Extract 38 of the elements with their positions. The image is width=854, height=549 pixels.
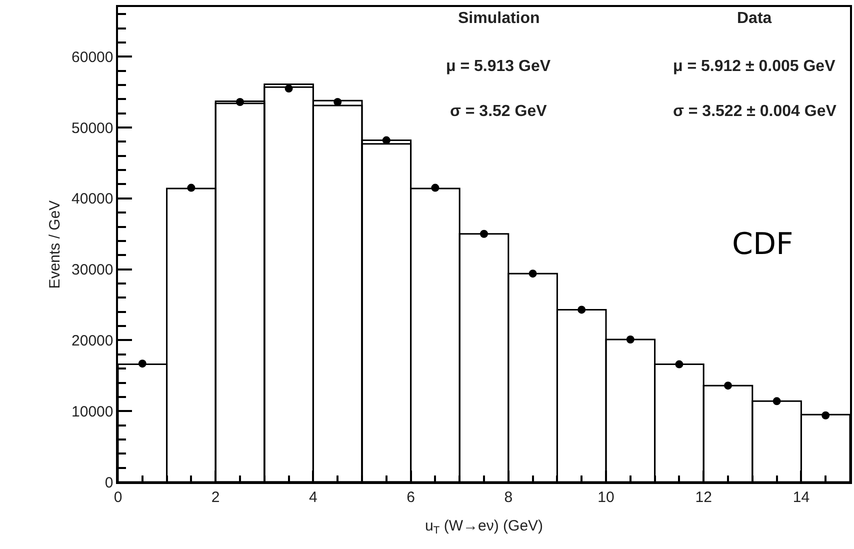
annotation: σ = 3.522 ± 0.004 GeV xyxy=(673,103,837,120)
x-tick-label: 10 xyxy=(598,488,614,506)
point xyxy=(626,336,634,344)
y-tick-label: 50000 xyxy=(72,120,114,137)
point xyxy=(578,306,586,314)
y-tick-label: 20000 xyxy=(72,332,114,350)
annotation: σ = 3.52 GeV xyxy=(450,103,548,120)
x-tick-label: 6 xyxy=(406,488,415,506)
x-tick-label: 4 xyxy=(309,488,318,506)
annotation: μ = 5.912 ± 0.005 GeV xyxy=(673,58,836,75)
y-tick-label: 10000 xyxy=(72,403,114,420)
point xyxy=(675,360,684,368)
point xyxy=(724,382,732,390)
annotation: Simulation xyxy=(458,10,540,27)
point xyxy=(187,184,196,192)
point xyxy=(236,98,244,106)
y-tick-label: 30000 xyxy=(72,262,114,279)
point xyxy=(138,360,146,368)
x-tick-label: 14 xyxy=(792,488,810,506)
x-axis-title: u$_{T}$ (W→eν) (GeV) xyxy=(424,517,544,536)
x-tick-label: 8 xyxy=(504,488,513,506)
point xyxy=(528,270,537,278)
point xyxy=(822,411,830,420)
point xyxy=(431,184,440,192)
point xyxy=(284,84,293,93)
annotation: μ = 5.913 GeV xyxy=(446,58,551,75)
y-tick-label: 60000 xyxy=(72,48,114,66)
point xyxy=(382,136,390,144)
y-tick-label: 40000 xyxy=(72,190,114,208)
point xyxy=(334,98,342,106)
annotation: CDF xyxy=(732,227,794,262)
point xyxy=(480,230,488,238)
x-tick-label: 12 xyxy=(695,488,712,506)
y-tick-label: 0 xyxy=(104,474,114,492)
y-axis-title: Events / GeV xyxy=(46,200,64,289)
x-tick-label: 2 xyxy=(211,488,220,506)
point xyxy=(772,397,781,406)
annotation: Data xyxy=(737,10,772,27)
